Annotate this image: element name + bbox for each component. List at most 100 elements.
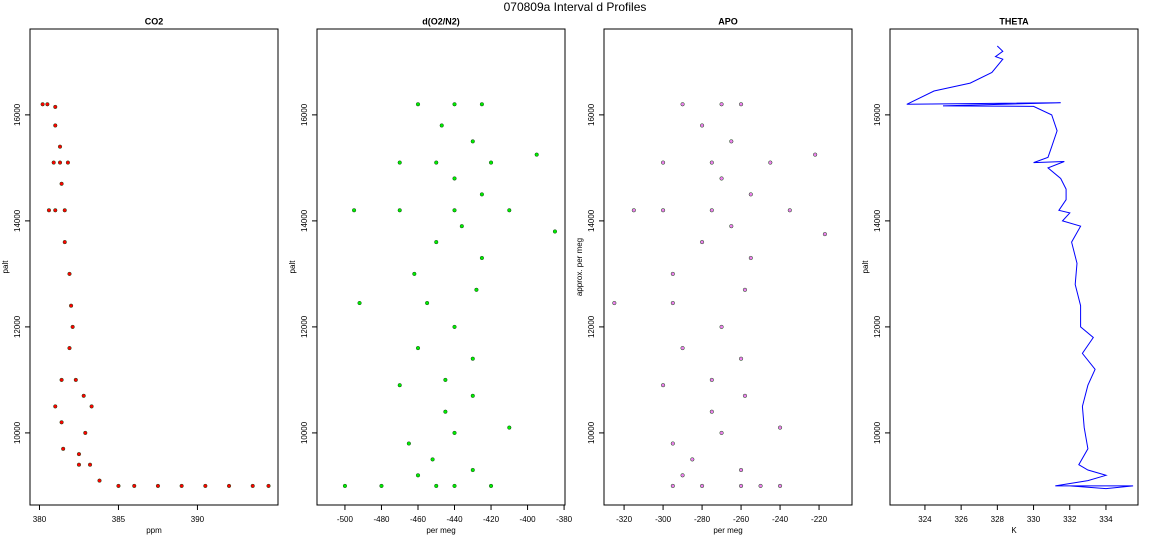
data-point [452,430,457,435]
x-tick-label: -500 [337,515,354,524]
data-point [59,377,64,382]
panel: APO per meg approx. per meg -320 -300 -280 -26… [575,16,853,535]
data-point [552,229,558,234]
data-point [680,473,685,478]
panel: CO2 ppm palt 380 385 390 10000 12000 14000 16000 [1,16,279,535]
x-tick-label: 324 [918,515,932,524]
x-tick-label: 334 [1099,515,1113,524]
x-tick-label: -380 [556,515,573,524]
data-point [45,102,50,107]
data-point [443,377,448,382]
data-point [813,152,818,157]
data-point [116,483,121,488]
data-point [352,208,357,213]
y-tick-label: 10000 [13,421,22,444]
plot-frame [316,28,566,506]
data-point [425,300,430,306]
y-tick-label: 16000 [587,103,596,126]
data-point [700,483,705,488]
data-point [729,139,734,144]
data-point [434,240,439,245]
data-point [507,425,512,430]
x-tick-label: 385 [112,515,126,524]
x-tick-label: 380 [33,515,47,524]
data-point [739,483,744,488]
data-point [680,102,685,107]
data-point [452,176,457,181]
y-tick-label: 14000 [873,209,882,232]
data-point [97,478,102,483]
data-point [357,300,362,306]
data-point [739,467,744,473]
x-axis-label: ppm [146,526,162,535]
data-point [474,287,479,292]
data-point [748,255,753,261]
data-point [439,123,444,128]
data-point [412,271,417,276]
data-point [690,457,695,462]
data-point [709,208,714,213]
data-point [661,383,666,388]
data-point [488,483,494,488]
x-tick-label: -300 [655,515,672,524]
data-point [69,303,74,308]
x-tick-label: 328 [991,515,1005,524]
data-point [203,483,208,488]
data-point [778,425,783,430]
data-point [53,104,58,109]
y-tick-label: 12000 [587,315,596,338]
data-point [719,102,724,107]
data-point [132,483,137,488]
data-point [379,483,384,488]
x-tick-label: 326 [954,515,968,524]
y-tick-label: 10000 [873,421,882,444]
data-point [415,473,421,478]
data-point [406,441,411,446]
data-point [742,287,748,292]
data-point [670,483,675,488]
data-point [700,123,705,128]
data-point [397,208,402,213]
x-axis-label: per meg [426,526,455,535]
y-tick-label: 16000 [13,103,22,126]
data-point [57,160,63,165]
data-point [70,324,75,329]
data-point [661,160,666,165]
x-tick-label: -460 [410,515,427,524]
x-tick-label: 330 [1027,515,1041,524]
data-point [87,462,93,467]
data-point [397,383,402,388]
data-point [434,160,439,165]
data-point [709,377,714,382]
data-point [76,462,82,467]
data-point [709,160,714,165]
data-point [612,300,617,306]
data-point [61,446,66,451]
y-axis-label: approx. per meg [575,238,584,296]
y-tick-label: 16000 [300,103,309,126]
data-point [397,160,402,165]
data-point [670,271,675,276]
profile-line [906,45,1134,490]
data-point [661,208,666,213]
x-tick-label: -440 [447,515,464,524]
data-point [507,208,512,213]
data-point [62,240,67,245]
data-point [822,232,827,237]
data-point [266,483,271,488]
data-point [719,176,724,181]
data-point [459,224,464,229]
data-point [739,102,744,107]
data-point [452,324,457,329]
data-point [40,102,45,107]
data-point [670,441,675,446]
data-point [670,300,675,306]
plot-frame [889,28,1139,506]
data-point [758,483,763,488]
y-tick-label: 14000 [587,209,596,232]
x-axis-label: K [1011,526,1017,535]
data-point [443,409,448,414]
y-tick-label: 16000 [873,103,882,126]
x-tick-label: -420 [483,515,500,524]
